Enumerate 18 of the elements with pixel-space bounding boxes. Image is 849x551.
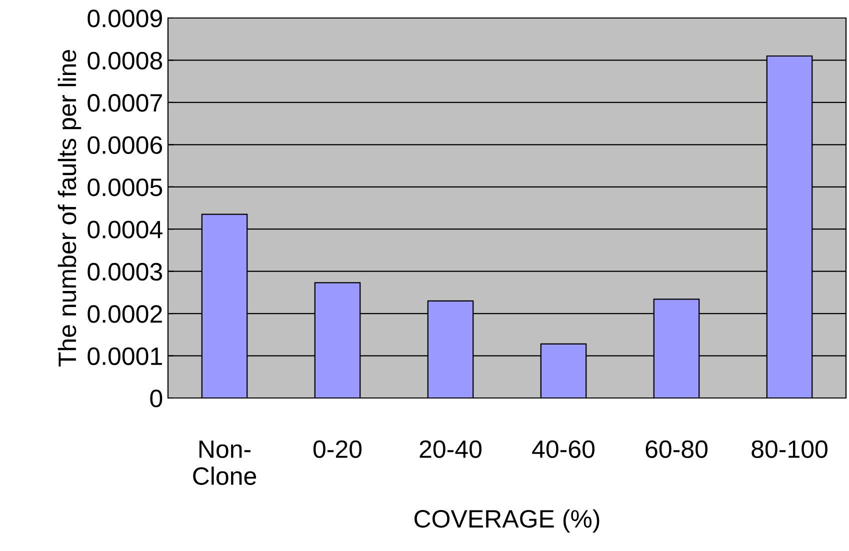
x-tick-label: Non- Clone — [193, 440, 256, 485]
x-tick-label: 80-100 — [752, 440, 828, 458]
y-tick-label: 0.0009 — [88, 10, 162, 28]
y-tick-label: 0.0003 — [88, 262, 162, 281]
y-tick-label: 0.0004 — [88, 220, 162, 238]
x-axis-title: COVERAGE (%) — [414, 509, 600, 533]
y-tick-label: 0.0002 — [88, 305, 162, 323]
y-axis-title: The number of faults per line — [58, 50, 82, 367]
y-tick-label: 0.0001 — [88, 347, 162, 366]
x-tick-label: 40-60 — [532, 440, 594, 458]
y-tick-label: 0 — [150, 390, 162, 408]
x-tick-label: 20-40 — [420, 440, 482, 458]
y-tick-label: 0.0007 — [88, 94, 162, 112]
y-tick-label: 0.0006 — [88, 136, 162, 154]
y-tick-label: 0.0005 — [88, 178, 162, 196]
x-tick-label: 60-80 — [646, 440, 708, 458]
y-tick-label: 0.0008 — [88, 52, 162, 70]
x-tick-label: 0-20 — [313, 440, 362, 458]
